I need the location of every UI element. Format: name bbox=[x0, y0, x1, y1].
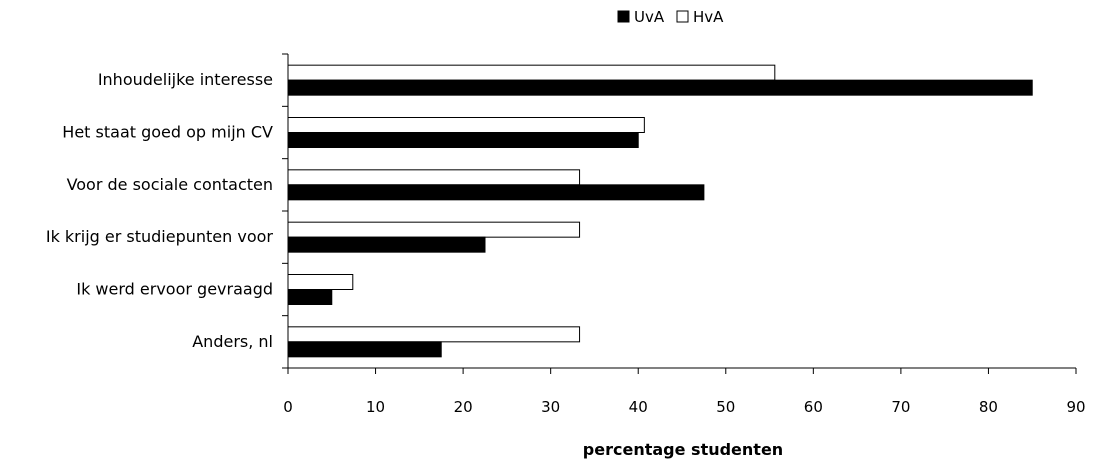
category-label: Inhoudelijke interesse bbox=[98, 70, 273, 89]
bar-uva bbox=[287, 79, 1033, 96]
x-tick-label: 90 bbox=[1066, 398, 1085, 416]
bar-uva bbox=[287, 341, 442, 358]
bar-hva bbox=[287, 169, 581, 186]
bar-hva bbox=[287, 117, 645, 133]
legend-label-hva: HvA bbox=[693, 8, 724, 26]
legend-label-uva: UvA bbox=[634, 8, 665, 26]
x-tick-label: 40 bbox=[629, 398, 648, 416]
x-tick-label: 10 bbox=[366, 398, 385, 416]
category-labels: Inhoudelijke interesse Het staat goed op … bbox=[46, 70, 274, 351]
bar-hva bbox=[287, 326, 581, 343]
category-label: Anders, nl bbox=[192, 332, 273, 351]
x-tick-label: 20 bbox=[454, 398, 473, 416]
bar-uva bbox=[287, 289, 333, 305]
x-tick-labels: 0 10 20 30 40 50 60 70 80 90 bbox=[283, 398, 1085, 416]
y-axis bbox=[282, 53, 289, 369]
bar-uva bbox=[287, 184, 705, 201]
category-label: Ik krijg er studiepunten voor bbox=[46, 227, 274, 246]
bar-hva bbox=[287, 221, 581, 238]
x-axis bbox=[287, 367, 1077, 374]
category-label: Het staat goed op mijn CV bbox=[62, 123, 273, 142]
x-tick-label: 70 bbox=[891, 398, 910, 416]
bar-hva bbox=[287, 64, 776, 81]
legend-swatch-hva bbox=[676, 10, 689, 23]
category-label: Voor de sociale contacten bbox=[67, 175, 273, 194]
x-tick-label: 50 bbox=[716, 398, 735, 416]
bar-uva bbox=[287, 132, 639, 148]
legend: UvA HvA bbox=[617, 8, 724, 26]
category-label: Ik werd ervoor gevraagd bbox=[76, 280, 273, 299]
bar-hva bbox=[287, 274, 354, 290]
x-axis-title: percentage studenten bbox=[583, 440, 783, 459]
bar-uva bbox=[287, 236, 486, 253]
bars bbox=[287, 64, 1033, 358]
x-tick-label: 60 bbox=[804, 398, 823, 416]
x-tick-label: 80 bbox=[979, 398, 998, 416]
x-tick-label: 30 bbox=[541, 398, 560, 416]
legend-swatch-uva bbox=[617, 10, 630, 23]
x-tick-label: 0 bbox=[283, 398, 293, 416]
